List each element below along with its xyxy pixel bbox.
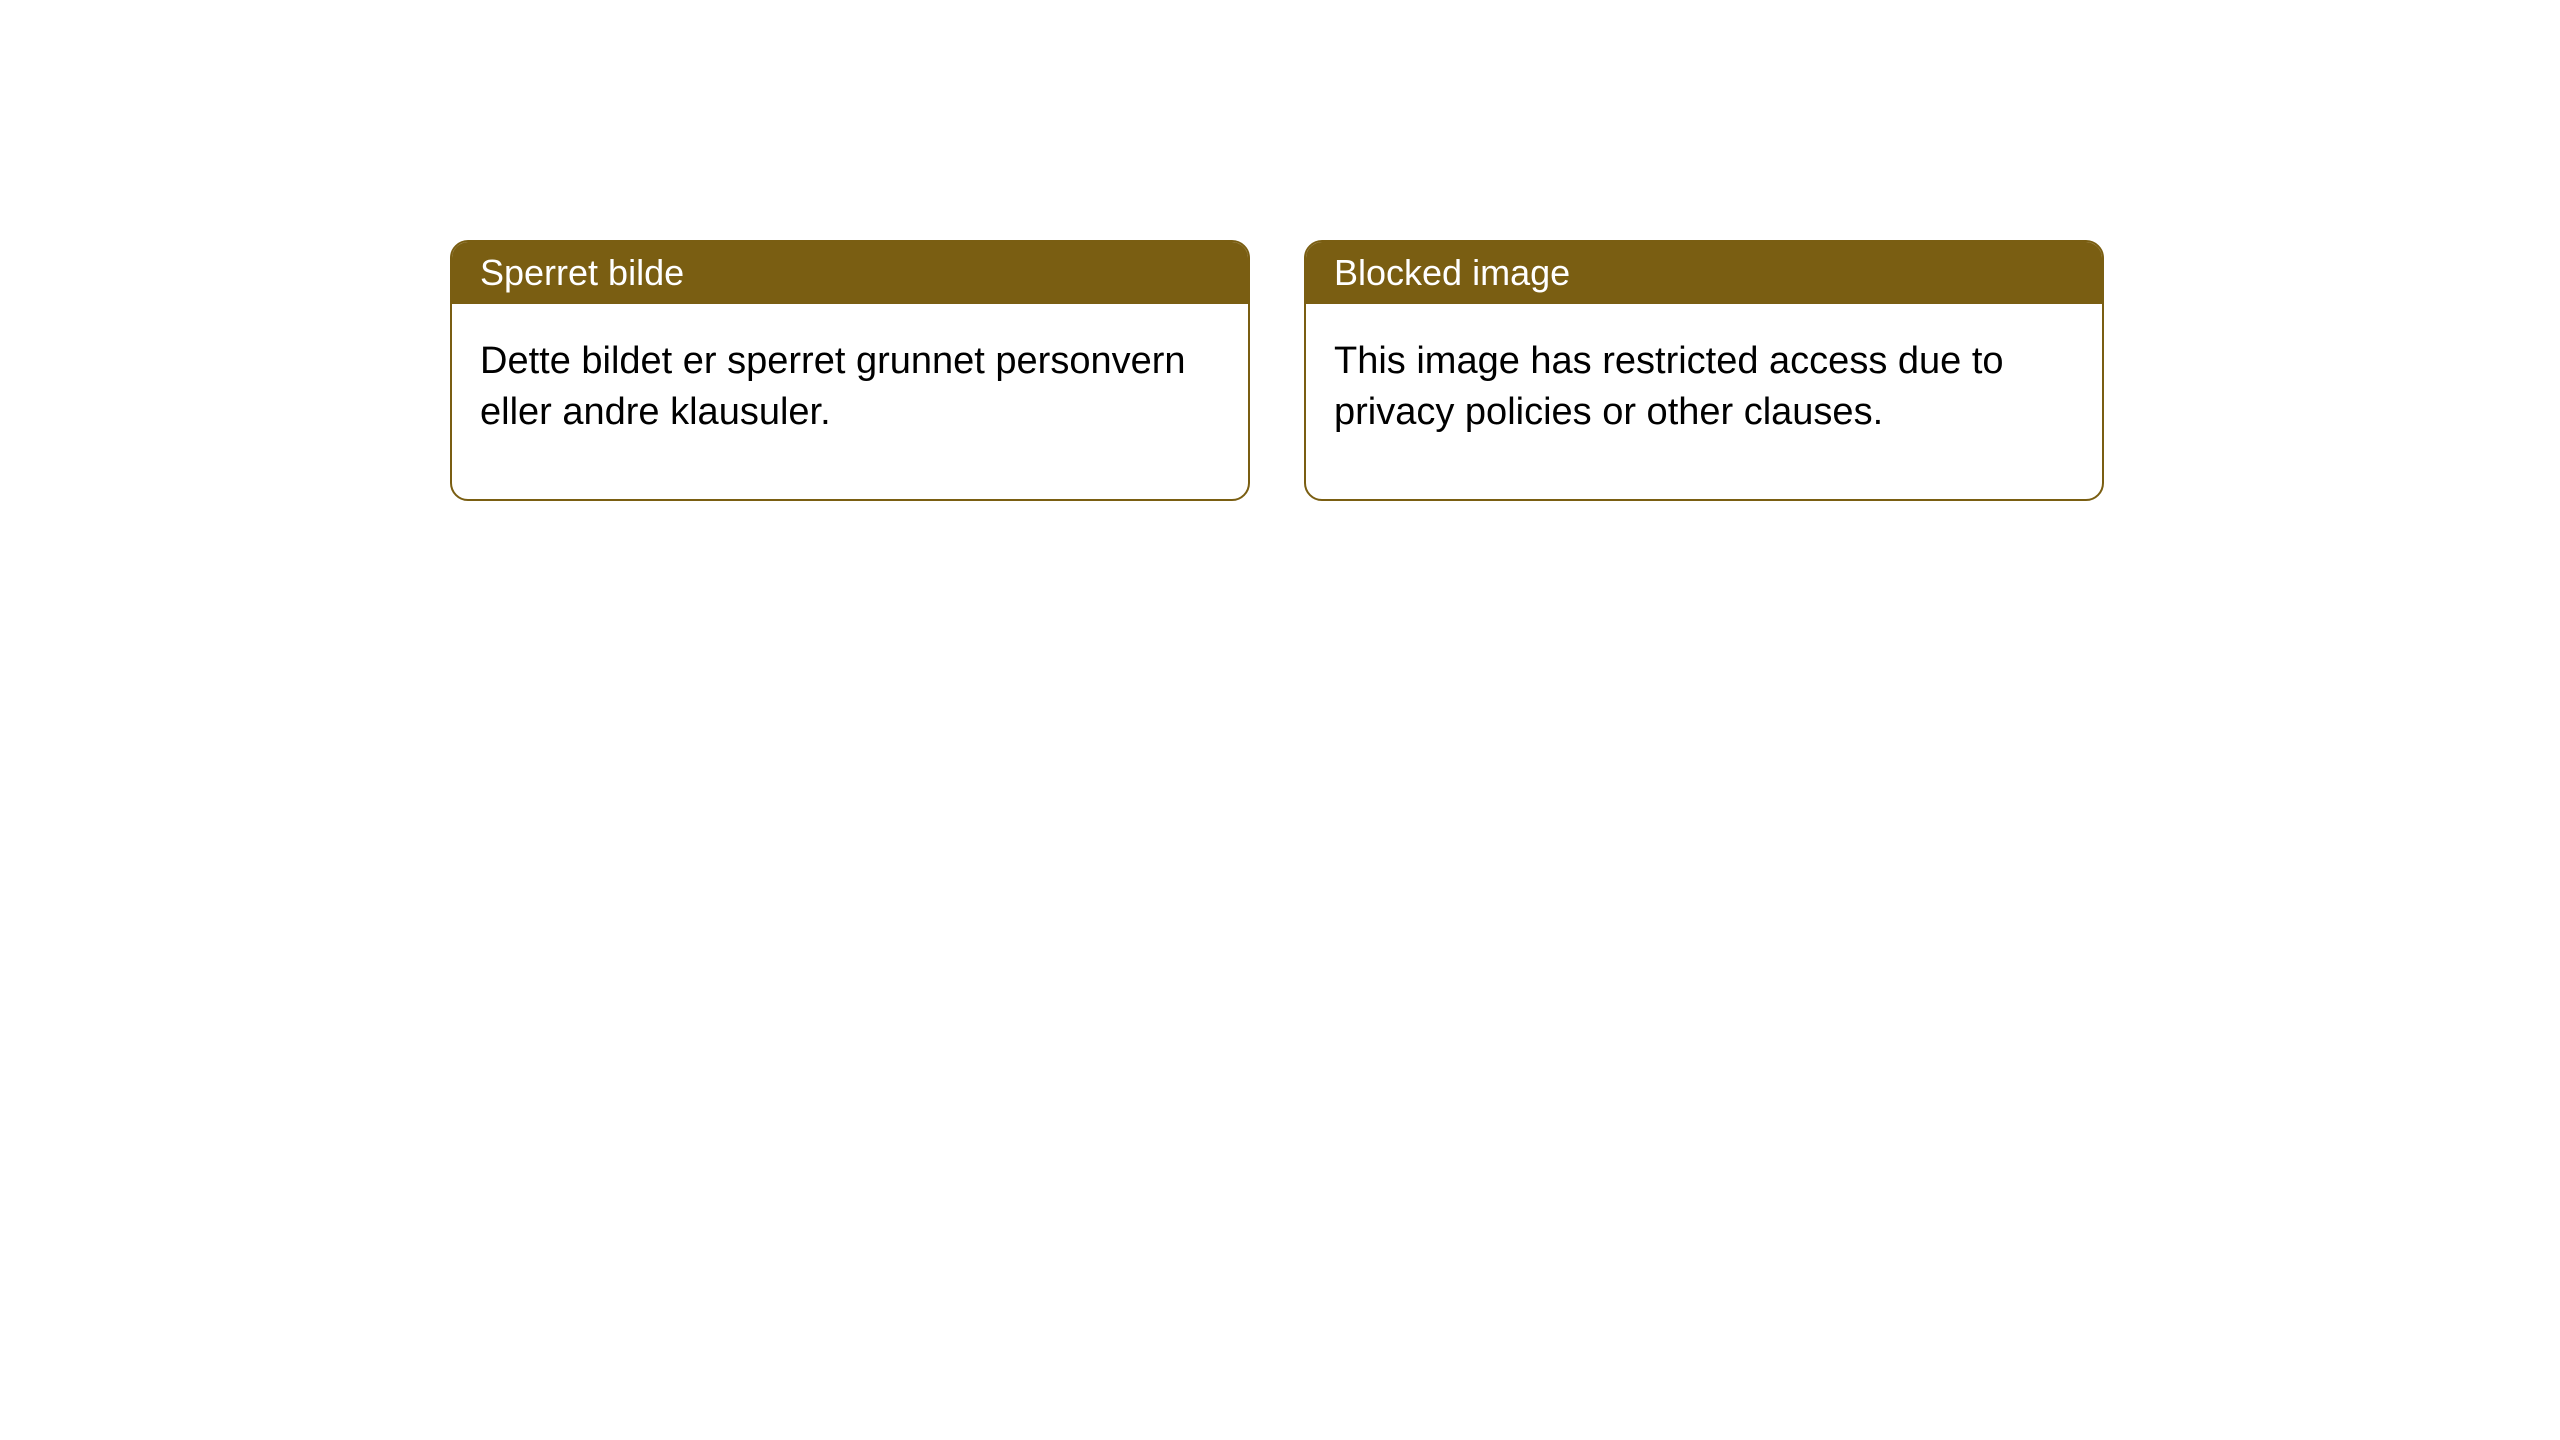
card-title: Blocked image [1334,252,1570,293]
card-header: Blocked image [1306,242,2102,304]
card-body-text: This image has restricted access due to … [1334,340,2004,433]
card-header: Sperret bilde [452,242,1248,304]
card-body: This image has restricted access due to … [1306,304,2102,499]
cards-container: Sperret bilde Dette bildet er sperret gr… [0,0,2560,501]
blocked-image-card-norwegian: Sperret bilde Dette bildet er sperret gr… [450,240,1250,501]
card-title: Sperret bilde [480,252,684,293]
blocked-image-card-english: Blocked image This image has restricted … [1304,240,2104,501]
card-body-text: Dette bildet er sperret grunnet personve… [480,340,1186,433]
card-body: Dette bildet er sperret grunnet personve… [452,304,1248,499]
